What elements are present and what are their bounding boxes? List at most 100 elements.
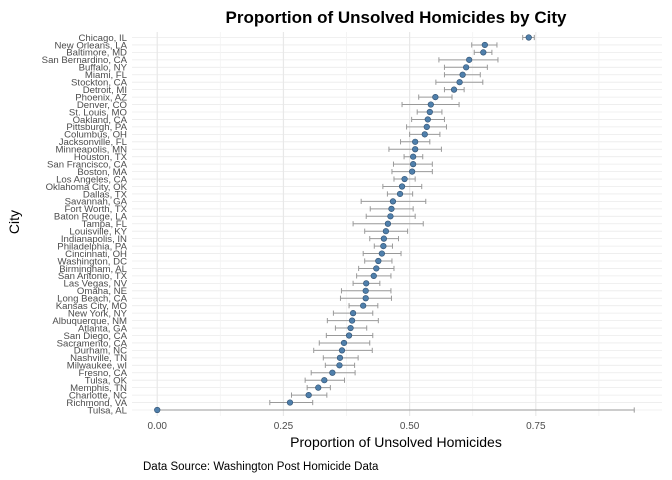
- chart-caption: Data Source: Washington Post Homicide Da…: [143, 461, 379, 473]
- chart-title: Proportion of Unsolved Homicides by City: [226, 8, 568, 27]
- data-point: [388, 205, 395, 212]
- data-point: [286, 399, 294, 406]
- data-point: [466, 56, 473, 63]
- data-point: [432, 93, 439, 101]
- data-point: [362, 295, 369, 302]
- data-point: [348, 317, 356, 324]
- data-point: [525, 34, 532, 41]
- city-tick-label: Pittsburgh, PA: [66, 122, 127, 133]
- data-point: [389, 198, 397, 205]
- city-tick-label: Tulsa, AL: [87, 405, 127, 416]
- data-point: [382, 228, 389, 235]
- data-point: [338, 347, 346, 354]
- data-point: [401, 175, 408, 183]
- data-point: [427, 101, 434, 108]
- city-tick-label: Buffalo, NY: [79, 63, 128, 74]
- data-point: [459, 71, 466, 78]
- city-tick-label: Chicago, IL: [78, 33, 127, 44]
- data-point: [315, 384, 322, 391]
- data-point: [154, 406, 161, 414]
- city-tick-label: San Bernardino, CA: [42, 55, 128, 66]
- data-point: [463, 64, 470, 71]
- city-tick-label: Jacksonville, FL: [59, 137, 128, 148]
- city-tick-label: Omaha, NE: [77, 286, 127, 297]
- city-tick-label: Oklahoma City, OK: [46, 182, 128, 193]
- data-point: [410, 153, 417, 160]
- data-point: [450, 86, 458, 93]
- city-tick-label: Charlotte, NC: [69, 390, 127, 401]
- city-tick-label: Fresno, CA: [78, 368, 127, 379]
- data-point: [424, 116, 431, 123]
- data-point: [336, 354, 344, 361]
- data-point: [412, 138, 419, 145]
- data-point: [329, 369, 336, 376]
- city-tick-label: Miami, FL: [85, 70, 128, 81]
- city-tick-label: Las Vegas, NV: [64, 279, 128, 290]
- city-tick-label: New York, NY: [68, 308, 128, 319]
- data-point: [362, 287, 369, 294]
- x-tick-label: 0.25: [274, 421, 294, 432]
- data-point: [375, 257, 382, 265]
- data-point: [370, 272, 377, 280]
- city-tick-label: Baltimore, MD: [66, 48, 127, 59]
- city-tick-label: San Francisco, CA: [47, 159, 128, 170]
- data-point: [340, 339, 348, 347]
- data-point: [347, 324, 354, 332]
- data-point: [360, 302, 367, 309]
- data-point: [363, 280, 370, 287]
- data-point: [378, 250, 385, 257]
- data-point: [345, 332, 353, 339]
- data-point: [349, 310, 357, 317]
- data-point: [481, 41, 488, 49]
- x-tick-label: 0.50: [400, 421, 420, 432]
- city-tick-label: Albuquerque, NM: [52, 316, 127, 327]
- city-tick-label: Kansas City, MO: [56, 301, 127, 312]
- city-tick-label: Oakland, CA: [73, 115, 128, 126]
- data-point: [412, 146, 419, 153]
- data-point: [456, 79, 463, 86]
- city-tick-label: Los Angeles, CA: [56, 174, 128, 185]
- city-tick-label: Denver, CO: [77, 100, 127, 111]
- data-point: [373, 265, 380, 272]
- city-tick-label: Dallas, TX: [83, 189, 128, 200]
- city-tick-label: Philadelphia, PA: [57, 241, 127, 252]
- city-tick-label: Boston, MA: [77, 167, 127, 178]
- data-point: [480, 49, 487, 56]
- city-tick-label: Memphis, TN: [70, 383, 127, 394]
- data-point: [336, 362, 343, 369]
- city-tick-label: New Orleans, LA: [54, 40, 127, 51]
- city-tick-label: Durham, NC: [74, 346, 127, 357]
- data-point: [396, 190, 404, 198]
- city-tick-label: Tulsa, OK: [85, 376, 128, 387]
- data-point: [380, 235, 387, 242]
- city-tick-label: Sacramento, CA: [57, 338, 128, 349]
- city-tick-label: San Diego, CA: [64, 331, 128, 342]
- city-tick-label: Fort Worth, TX: [64, 204, 127, 215]
- data-point: [421, 131, 428, 138]
- city-tick-label: Phoenix, AZ: [75, 92, 127, 103]
- x-tick-label: 0.75: [526, 421, 546, 432]
- data-point: [426, 108, 433, 116]
- city-tick-label: Houston, TX: [74, 152, 128, 163]
- data-point: [410, 161, 417, 168]
- city-tick-label: St. Louis, MO: [69, 107, 127, 118]
- x-tick-labels: 0.00 0.25 0.50 0.75: [148, 421, 546, 432]
- city-tick-label: Milwaukee, wI: [67, 361, 127, 372]
- city-tick-label: Long Beach, CA: [57, 294, 127, 305]
- data-point: [409, 168, 416, 175]
- city-tick-label: Washington, DC: [58, 256, 128, 267]
- city-tick-label: Savannah, GA: [65, 197, 128, 208]
- data-point: [305, 392, 312, 399]
- city-tick-label: Cincinnati, OH: [65, 249, 127, 260]
- city-tick-label: Nashville, TN: [70, 353, 127, 364]
- data-point: [380, 243, 387, 250]
- city-tick-label: Minneapolis, MN: [56, 145, 128, 156]
- x-tick-label: 0.00: [148, 421, 168, 432]
- data-point: [387, 213, 394, 220]
- city-tick-label: Stockton, CA: [71, 78, 128, 89]
- data-point: [321, 377, 328, 384]
- data-point: [384, 220, 392, 227]
- city-tick-label: San Antonio, TX: [58, 271, 128, 282]
